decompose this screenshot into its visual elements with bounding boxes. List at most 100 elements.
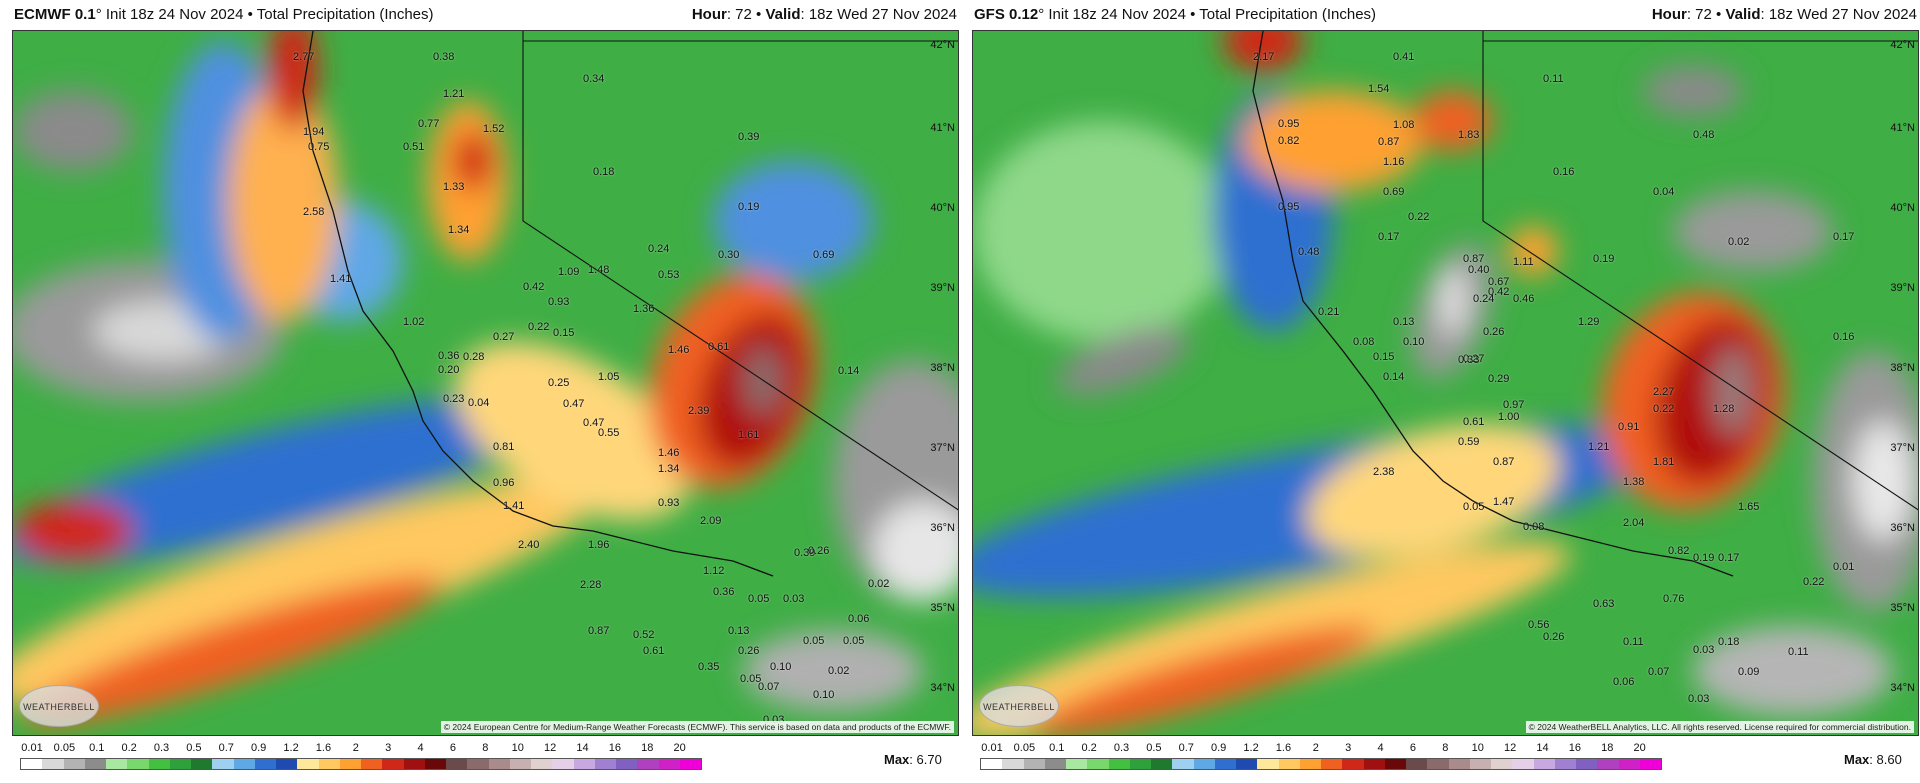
precip-value-label: 0.04 xyxy=(1653,186,1675,198)
colorbar-tick-label: 12 xyxy=(1503,742,1517,754)
precip-value-label: 1.52 xyxy=(483,123,505,135)
colorbar-swatch xyxy=(339,759,361,769)
precip-value-label: 0.76 xyxy=(1663,593,1685,605)
precip-value-label: 1.96 xyxy=(588,539,610,551)
precip-value-label: 0.27 xyxy=(493,331,515,343)
precip-value-label: 0.13 xyxy=(1393,316,1415,328)
precip-value-label: 0.16 xyxy=(1553,166,1575,178)
colorbar-tick-label: 0.7 xyxy=(1178,742,1194,754)
colorbar-swatch xyxy=(637,759,659,769)
weatherbell-logo: WEATHERBELL xyxy=(19,685,99,727)
header-title: GFS 0.12° Init 18z 24 Nov 2024 • Total P… xyxy=(974,6,1376,23)
colorbar-tick-label: 0.01 xyxy=(21,742,43,754)
header-title: ECMWF 0.1° Init 18z 24 Nov 2024 • Total … xyxy=(14,6,434,23)
precip-value-label: 0.51 xyxy=(403,141,425,153)
colorbar-swatch xyxy=(424,759,446,769)
precip-value-label: 0.34 xyxy=(583,73,605,85)
colorbar-swatch xyxy=(21,759,43,769)
precip-value-label: 0.03 xyxy=(783,593,805,605)
colorbar-tick-label: 0.5 xyxy=(186,742,202,754)
precip-value-label: 0.22 xyxy=(1803,576,1825,588)
precip-value-label: 1.29 xyxy=(1578,316,1600,328)
precip-value-label: 0.17 xyxy=(1378,231,1400,243)
colorbar-swatch xyxy=(233,759,255,769)
colorbar-tick-label: 1.2 xyxy=(1243,742,1259,754)
precip-value-label: 0.95 xyxy=(1278,118,1300,130)
precip-value-label: 0.61 xyxy=(708,341,730,353)
precip-value-label: 0.22 xyxy=(1653,403,1675,415)
colorbar-tick-label: 0.1 xyxy=(89,742,105,754)
colorbar-swatch xyxy=(1491,759,1513,769)
precip-value-label: 1.65 xyxy=(1738,501,1760,513)
precip-value-label: 0.03 xyxy=(1693,644,1715,656)
precip-value-label: 1.41 xyxy=(330,273,352,285)
latitude-label: 39°N xyxy=(930,282,955,294)
precip-map[interactable]: 127°W126°W125°W124°W123°W122°W121°W120°W… xyxy=(972,30,1919,736)
precip-value-label: 2.39 xyxy=(688,405,710,417)
colorbar-swatch xyxy=(42,759,64,769)
colorbar-tick-label: 1.2 xyxy=(283,742,299,754)
valid-value: : 18z Wed 27 Nov 2024 xyxy=(1760,6,1918,23)
precip-value-label: 0.22 xyxy=(528,321,550,333)
precip-value-label: 1.21 xyxy=(1588,441,1610,453)
precip-value-label: 0.77 xyxy=(418,118,440,130)
precip-value-label: 0.39 xyxy=(738,131,760,143)
colorbar-swatch xyxy=(1002,759,1024,769)
precip-value-label: 0.05 xyxy=(740,673,762,685)
precip-value-label: 2.58 xyxy=(303,206,325,218)
precip-value-label: 0.08 xyxy=(1353,336,1375,348)
colorbar-swatch xyxy=(1512,759,1534,769)
precip-value-label: 1.94 xyxy=(303,126,325,138)
colorbar-swatch xyxy=(1427,759,1449,769)
precip-value-label: 2.40 xyxy=(518,539,540,551)
precip-value-label: 0.02 xyxy=(868,578,890,590)
colorbar-tick-label: 0.2 xyxy=(121,742,137,754)
precip-value-label: 0.36 xyxy=(438,350,460,362)
credit-text: © 2024 WeatherBELL Analytics, LLC. All r… xyxy=(1525,721,1914,733)
precip-value-label: 0.15 xyxy=(1373,351,1395,363)
precip-map[interactable]: 127°W126°W125°W124°W123°W122°W121°W120°W… xyxy=(12,30,959,736)
precip-value-label: 2.17 xyxy=(1253,51,1275,63)
colorbar-tick-label: 20 xyxy=(1633,742,1646,754)
colorbar-swatch xyxy=(509,759,531,769)
precip-value-label: 2.38 xyxy=(1373,466,1395,478)
colorbar-swatch xyxy=(1321,759,1343,769)
precip-value-label: 1.54 xyxy=(1368,83,1390,95)
colorbar-swatch xyxy=(276,759,298,769)
precip-value-label: 0.13 xyxy=(728,625,750,637)
colorbar-tick-label: 3 xyxy=(1345,742,1352,754)
precip-value-label: 0.04 xyxy=(468,397,490,409)
colorbar-swatches xyxy=(980,758,1662,770)
latitude-label: 40°N xyxy=(930,202,955,214)
precip-value-label: 0.97 xyxy=(1503,399,1525,411)
precip-value-label: 0.93 xyxy=(548,296,570,308)
precip-value-label: 0.22 xyxy=(1408,211,1430,223)
colorbar-tick-label: 12 xyxy=(543,742,557,754)
colorbar-tick-label: 2 xyxy=(352,742,359,754)
precip-value-label: 0.36 xyxy=(713,586,735,598)
colorbar-swatch xyxy=(84,759,106,769)
precip-value-label: 0.14 xyxy=(838,365,860,377)
precip-value-label: 0.17 xyxy=(1718,552,1740,564)
colorbar-swatch xyxy=(361,759,383,769)
precip-value-label: 1.46 xyxy=(668,344,690,356)
precip-value-label: 0.63 xyxy=(1593,598,1615,610)
colorbar-swatch xyxy=(254,759,276,769)
gfs-panel: GFS 0.12° Init 18z 24 Nov 2024 • Total P… xyxy=(968,0,1920,783)
colorbar-swatch xyxy=(573,759,595,769)
colorbar-tick-label: 4 xyxy=(1377,742,1384,754)
max-label-text: Max xyxy=(884,752,910,767)
valid-value: : 18z Wed 27 Nov 2024 xyxy=(800,6,958,23)
colorbar-swatch xyxy=(1576,759,1598,769)
colorbar-swatch xyxy=(1214,759,1236,769)
precip-value-label: 0.05 xyxy=(748,593,770,605)
precip-value-label: 0.17 xyxy=(1833,231,1855,243)
colorbar-tick-label: 0.1 xyxy=(1049,742,1065,754)
precip-value-label: 1.00 xyxy=(1498,411,1520,423)
precip-value-label: 0.48 xyxy=(1298,246,1320,258)
colorbar-tick-label: 1.6 xyxy=(1275,742,1292,754)
credit-text: © 2024 European Centre for Medium-Range … xyxy=(440,721,954,733)
precip-value-label: 0.40 xyxy=(1468,264,1490,276)
colorbar-tick-label: 10 xyxy=(1471,742,1484,754)
precip-value-label: 0.35 xyxy=(698,661,720,673)
